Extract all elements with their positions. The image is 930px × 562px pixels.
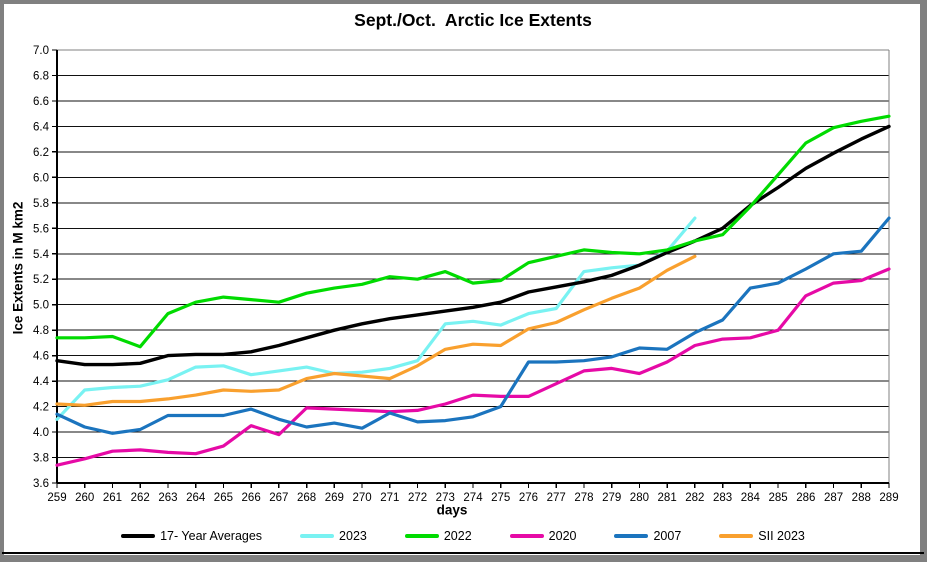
legend-label: 17- Year Averages <box>160 529 263 543</box>
legend-swatch <box>404 534 439 538</box>
series-line-17--year-averages <box>55 124 891 367</box>
x-tick-label: 274 <box>463 492 483 504</box>
y-tick-label: 3.8 <box>33 453 49 465</box>
y-tick-label: 4.6 <box>33 351 49 363</box>
x-tick-label: 268 <box>297 492 316 504</box>
x-tick-label: 278 <box>574 492 593 504</box>
y-tick-label: 5.2 <box>33 274 49 286</box>
x-tick-label: 263 <box>158 492 177 504</box>
legend-item-2022: 2022 <box>404 529 472 543</box>
y-tick-label: 4.8 <box>33 325 49 337</box>
x-tick-label: 271 <box>380 492 399 504</box>
window-bottom-rule <box>2 552 924 554</box>
x-tick-label: 266 <box>242 492 261 504</box>
window-edge-bottom <box>0 555 927 562</box>
x-tick-label: 276 <box>519 492 538 504</box>
x-tick-label: 287 <box>824 492 843 504</box>
y-tick-label: 6.4 <box>33 121 50 133</box>
window-edge-right <box>920 0 927 555</box>
y-tick-label: 6.0 <box>33 172 49 184</box>
legend-swatch <box>509 534 544 538</box>
x-tick-label: 264 <box>186 492 206 504</box>
x-tick-label: 275 <box>491 492 510 504</box>
legend-item-sii-2023: SII 2023 <box>719 529 805 543</box>
legend-swatch <box>719 534 754 538</box>
window-edge-left <box>0 0 4 555</box>
series-line-2023 <box>55 216 697 421</box>
x-tick-label: 285 <box>768 492 787 504</box>
y-tick-label: 7.0 <box>33 45 49 57</box>
y-tick-label: 5.0 <box>33 300 49 312</box>
series-line-sii-2023 <box>55 254 697 407</box>
legend-label: 2023 <box>339 529 367 543</box>
x-tick-label: 260 <box>75 492 94 504</box>
series-line-2020 <box>55 267 891 467</box>
x-tick-label: 273 <box>436 492 455 504</box>
x-tick-label: 286 <box>796 492 815 504</box>
legend-item-17--year-averages: 17- Year Averages <box>121 529 262 543</box>
y-tick-label: 4.4 <box>33 376 50 388</box>
legend-swatch <box>300 534 335 538</box>
y-tick-label: 4.0 <box>33 427 49 439</box>
x-tick-label: 288 <box>852 492 871 504</box>
legend-item-2020: 2020 <box>509 529 577 543</box>
x-tick-label: 283 <box>713 492 732 504</box>
x-tick-label: 279 <box>602 492 621 504</box>
x-tick-label: 284 <box>741 492 761 504</box>
legend-item-2007: 2007 <box>614 529 681 543</box>
x-tick-label: 267 <box>269 492 288 504</box>
window-edge-top <box>0 0 926 4</box>
x-tick-label: 272 <box>408 492 427 504</box>
y-tick-label: 5.6 <box>33 223 49 235</box>
x-tick-label: 280 <box>630 492 649 504</box>
x-tick-label: 262 <box>131 492 150 504</box>
chart-title: Sept./Oct. Arctic Ice Extents <box>354 10 592 30</box>
legend-label: SII 2023 <box>758 529 805 543</box>
x-axis-title: days <box>436 502 468 518</box>
legend-swatch <box>614 534 649 538</box>
y-tick-label: 6.8 <box>33 70 49 82</box>
legend-label: 2022 <box>443 529 472 543</box>
series-line-2022 <box>55 114 891 349</box>
y-tick-label: 6.6 <box>33 96 49 108</box>
y-tick-label: 6.2 <box>33 147 49 159</box>
x-tick-label: 269 <box>325 492 344 504</box>
legend-label: 2020 <box>548 529 577 543</box>
legend: 17- Year Averages 2023 2022 2020 2007 SII 202… <box>10 529 916 543</box>
y-tick-label: 3.6 <box>33 478 49 490</box>
legend-item-2023: 2023 <box>300 529 367 543</box>
legend-label: 2007 <box>653 529 682 543</box>
x-tick-label: 282 <box>685 492 704 504</box>
y-tick-label: 4.2 <box>33 402 49 414</box>
x-tick-label: 289 <box>879 492 898 504</box>
x-tick-label: 261 <box>103 492 122 504</box>
x-tick-label: 265 <box>214 492 233 504</box>
x-tick-label: 281 <box>658 492 677 504</box>
y-tick-label: 5.4 <box>33 249 50 261</box>
x-tick-label: 259 <box>47 492 66 504</box>
y-tick-label: 5.8 <box>33 198 49 210</box>
series-line-2007 <box>55 216 891 435</box>
x-tick-label: 270 <box>352 492 371 504</box>
x-tick-label: 277 <box>547 492 566 504</box>
legend-swatch <box>121 534 156 538</box>
